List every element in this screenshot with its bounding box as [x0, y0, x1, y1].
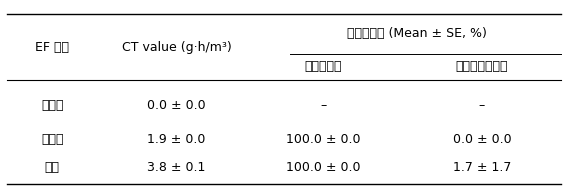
Text: CT value (g·h/m³): CT value (g·h/m³) [122, 40, 232, 53]
Text: 100.0 ± 0.0: 100.0 ± 0.0 [286, 161, 361, 174]
Text: 0.0 ± 0.0: 0.0 ± 0.0 [453, 133, 511, 146]
Text: 1.7 ± 1.7: 1.7 ± 1.7 [453, 161, 511, 174]
Text: 배량: 배량 [45, 161, 60, 174]
Text: 무처리: 무처리 [41, 99, 64, 112]
Text: 꽃노랑총채벌레: 꽃노랑총채벌레 [456, 60, 508, 73]
Text: 0.0 ± 0.0: 0.0 ± 0.0 [147, 99, 206, 112]
Text: 100.0 ± 0.0: 100.0 ± 0.0 [286, 133, 361, 146]
Text: EF 처리: EF 처리 [35, 40, 69, 53]
Text: –: – [320, 99, 327, 112]
Text: –: – [479, 99, 485, 112]
Text: 기준량: 기준량 [41, 133, 64, 146]
Text: 3.8 ± 0.1: 3.8 ± 0.1 [148, 161, 206, 174]
Text: 1.9 ± 0.0: 1.9 ± 0.0 [148, 133, 206, 146]
Text: 보정사충률 (Mean ± SE, %): 보정사충률 (Mean ± SE, %) [347, 27, 487, 40]
Text: 담배가루이: 담배가루이 [305, 60, 343, 73]
